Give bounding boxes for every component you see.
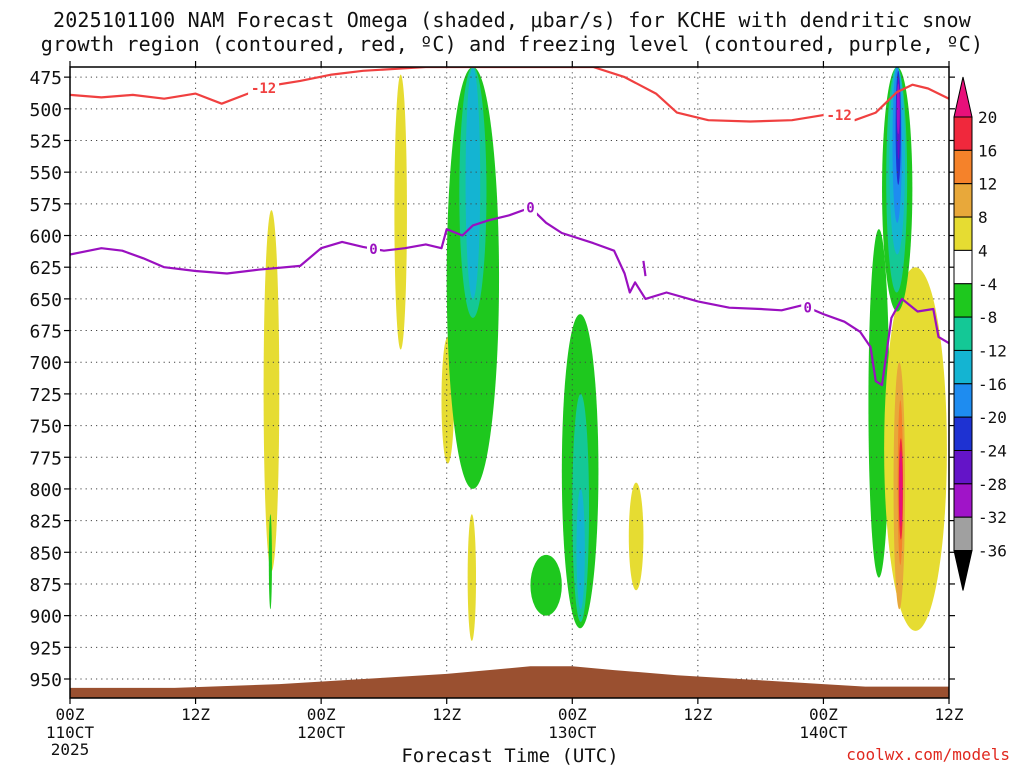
omega-shaded-area (899, 450, 903, 527)
colorbar-level-segment (953, 283, 973, 318)
colorbar-label: -28 (978, 475, 1007, 494)
y-tick-label: 475 (29, 68, 62, 89)
y-tick-label: 925 (29, 638, 62, 659)
x-axis-title: Forecast Time (UTC) (401, 745, 619, 767)
freezing-contour-label: 0 (804, 300, 812, 316)
colorbar-label: -24 (978, 442, 1007, 461)
colorbar-label: 8 (978, 208, 988, 227)
colorbar-label: -8 (978, 308, 997, 327)
colorbar-label: 20 (978, 108, 997, 127)
y-tick-label: 850 (29, 543, 62, 564)
x-tick-label: 12Z (935, 705, 964, 724)
colorbar-level-segment (953, 149, 973, 185)
colorbar-label: -32 (978, 508, 1007, 527)
x-tick-label: 00Z (307, 705, 336, 724)
y-tick-label: 900 (29, 607, 62, 628)
omega-shaded-area (884, 267, 947, 631)
colorbar-label: -12 (978, 341, 1007, 360)
dgz-contour-label: -12 (251, 81, 276, 97)
y-tick-label: 600 (29, 227, 62, 248)
chart-title-line-1: 2025101100 NAM Forecast Omega (shaded, μ… (52, 8, 972, 32)
y-tick-label: 950 (29, 670, 62, 691)
y-tick-label: 625 (29, 258, 62, 279)
colorbar-level-segment (953, 183, 973, 218)
colorbar-label: -16 (978, 375, 1007, 394)
y-tick-label: 650 (29, 290, 62, 311)
dgz-contour-label: -12 (826, 108, 851, 124)
x-tick-label: 12Z (432, 705, 461, 724)
credit-link[interactable]: coolwx.com/models (846, 745, 1010, 764)
colorbar-label: -36 (978, 542, 1007, 561)
colorbar-level-segment (953, 349, 973, 385)
y-tick-label: 575 (29, 195, 62, 216)
x-tick-date-label: 130CT (548, 723, 597, 742)
colorbar-level-segment (953, 76, 973, 118)
y-tick-label: 775 (29, 448, 62, 469)
omega-shaded-area (896, 83, 900, 135)
omega-shaded-area (628, 482, 644, 591)
colorbar-level-segment (953, 450, 973, 485)
colorbar-level-segment (953, 416, 973, 451)
freezing-level-contour-line (642, 260, 647, 277)
plot-frame (69, 66, 950, 699)
omega-shaded-area (465, 67, 481, 299)
x-tick-date-label: 110CT (46, 723, 95, 742)
colorbar-level-segment (953, 516, 973, 552)
freezing-contour-label: 0 (526, 201, 534, 217)
omega-shaded-area (394, 74, 407, 350)
x-tick-label: 00Z (56, 705, 85, 724)
colorbar-level-segment (953, 249, 973, 285)
colorbar-level-segment (953, 216, 973, 251)
omega-shaded-area (268, 514, 272, 610)
y-tick-label: 875 (29, 575, 62, 596)
x-tick-date-label: 140CT (799, 723, 848, 742)
dgz-contour-line (70, 67, 949, 123)
x-tick-year-label: 2025 (51, 740, 90, 759)
colorbar-label: 4 (978, 241, 988, 260)
y-tick-label: 750 (29, 417, 62, 438)
y-tick-label: 550 (29, 163, 62, 184)
dgz-contour-label-background (248, 79, 280, 96)
freezing-contour-label: 0 (369, 242, 377, 258)
y-tick-label: 825 (29, 512, 62, 533)
y-tick-label: 700 (29, 353, 62, 374)
colorbar-label: 16 (978, 141, 997, 160)
terrain-surface (70, 666, 949, 698)
freezing-contour-label-background (801, 299, 815, 316)
omega-shaded-area (576, 488, 585, 610)
colorbar-level-segment (953, 483, 973, 518)
omega-shaded-area (868, 229, 890, 578)
colorbar-label: -20 (978, 408, 1007, 427)
colorbar-level-segment (953, 316, 973, 351)
x-tick-date-label: 120CT (297, 723, 346, 742)
colorbar-label: 12 (978, 175, 997, 194)
y-tick-label: 525 (29, 131, 62, 152)
x-tick-label: 12Z (683, 705, 712, 724)
y-tick-label: 725 (29, 385, 62, 406)
x-tick-label: 00Z (809, 705, 838, 724)
colorbar-label: -4 (978, 275, 997, 294)
x-tick-label: 00Z (558, 705, 587, 724)
freezing-contour-label-background (523, 199, 537, 216)
colorbar-level-segment (953, 550, 973, 591)
chart-title-line-2: growth region (contoured, red, ºC) and f… (40, 32, 984, 56)
omega-shaded-area (530, 554, 562, 616)
omega-shaded-area (467, 514, 477, 641)
y-tick-label: 800 (29, 480, 62, 501)
y-tick-label: 500 (29, 100, 62, 121)
colorbar-level-segment (953, 383, 973, 418)
x-tick-label: 12Z (181, 705, 210, 724)
colorbar-level-segment (953, 116, 973, 151)
freezing-contour-label-background (366, 240, 380, 257)
y-tick-label: 675 (29, 322, 62, 343)
dgz-contour-label-background (823, 107, 855, 124)
freezing-level-contour-line (70, 206, 949, 387)
omega-shaded-area (263, 210, 280, 572)
